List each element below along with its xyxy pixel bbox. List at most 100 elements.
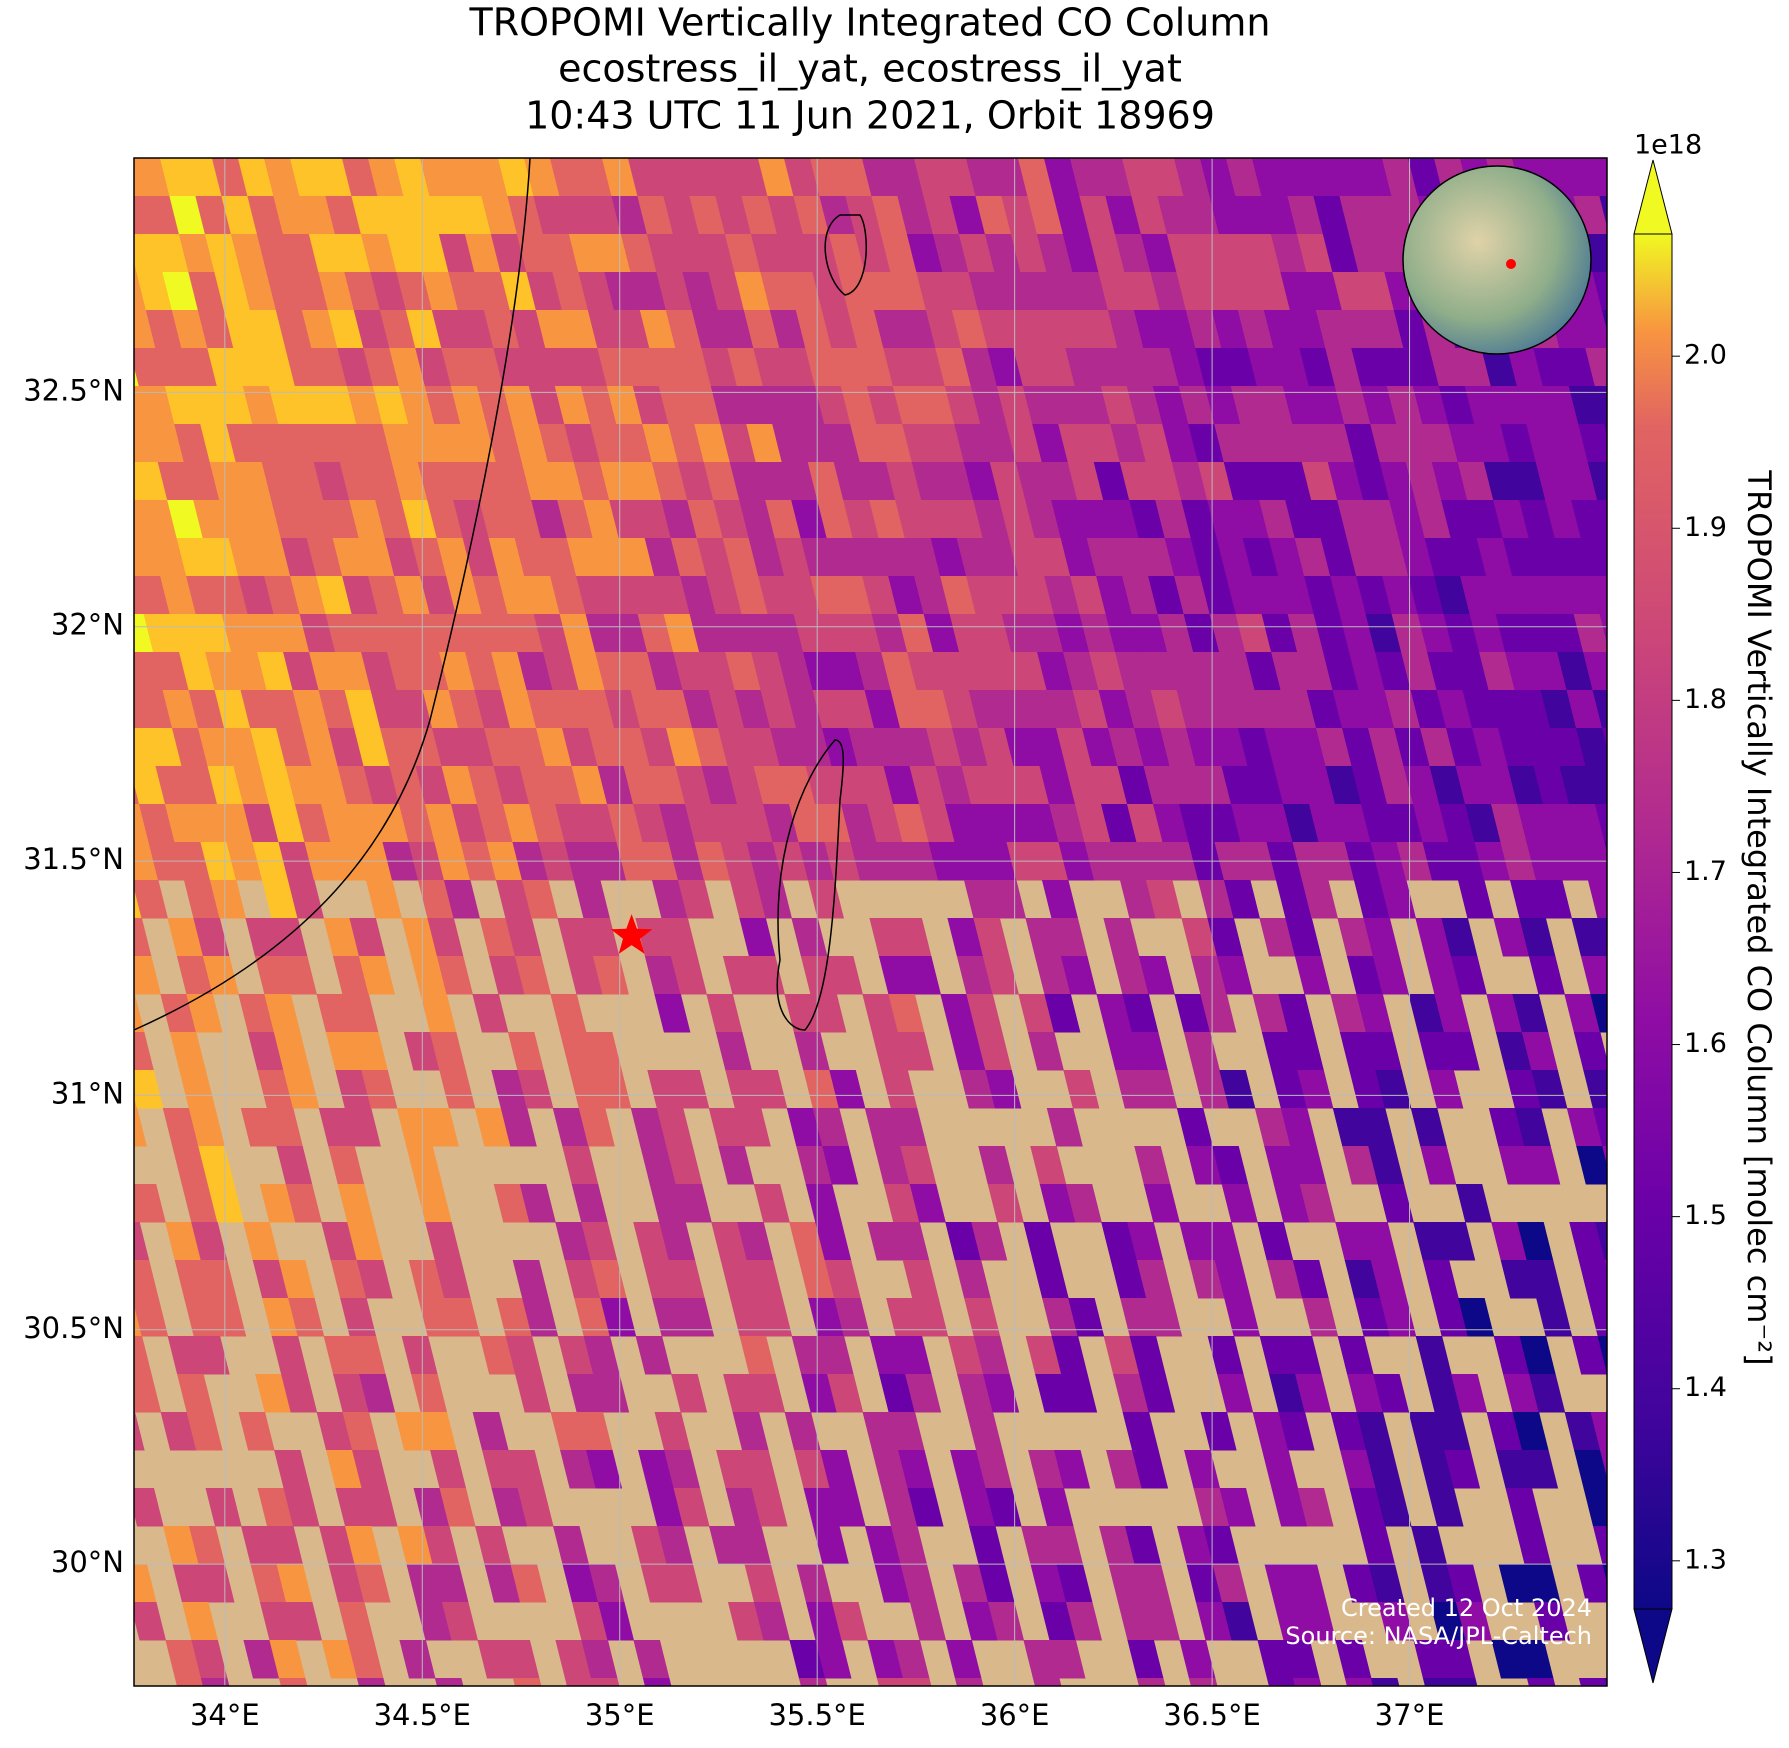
credit: Created 12 Oct 2024 (1341, 1594, 1592, 1622)
pixel (1412, 386, 1449, 425)
pixel (476, 804, 514, 843)
pixel (264, 994, 301, 1033)
pixel (1062, 234, 1099, 273)
pixel (1266, 424, 1303, 463)
pixel (611, 196, 648, 235)
pixel (732, 1412, 769, 1451)
pixel (44, 424, 80, 463)
pixel (1444, 1450, 1481, 1489)
pixel (1301, 462, 1338, 501)
pixel (1131, 196, 1168, 235)
pixel (1595, 1222, 1607, 1261)
pixel (1218, 234, 1255, 273)
pixel (1341, 310, 1378, 349)
pixel (1351, 348, 1388, 387)
pixel (668, 1260, 705, 1299)
pixel (1001, 614, 1038, 653)
pixel (1221, 348, 1258, 387)
pixel (294, 386, 331, 425)
pixel (63, 500, 99, 539)
pixel (835, 158, 872, 197)
pixel (94, 1146, 130, 1185)
pixel (1195, 348, 1232, 387)
pixel (1418, 1450, 1455, 1489)
pixel (1519, 918, 1556, 957)
pixel (1699, 804, 1735, 843)
x-tick-label: 36.5°E (1163, 1698, 1260, 1732)
pixel (321, 1640, 358, 1679)
pixel (1455, 1184, 1492, 1223)
pixel (971, 1222, 1008, 1261)
pixel (406, 728, 443, 767)
pixel (708, 1526, 746, 1565)
pixel (342, 994, 379, 1033)
pixel (755, 880, 793, 919)
pixel (609, 500, 646, 539)
pixel (1415, 1336, 1452, 1375)
pixel (1488, 690, 1525, 729)
pixel (306, 538, 343, 577)
pixel (1498, 1564, 1535, 1603)
pixel (13, 196, 49, 235)
pixel (514, 538, 551, 577)
pixel (134, 310, 156, 349)
pixel (347, 1222, 384, 1261)
pixel (483, 310, 520, 349)
pixel (474, 1108, 511, 1147)
pixel (647, 652, 684, 691)
pixel (795, 310, 832, 349)
pixel (1122, 1412, 1159, 1451)
pixel (68, 310, 104, 349)
pixel (630, 1108, 667, 1147)
pixel (727, 348, 764, 387)
pixel (731, 158, 768, 197)
pixel (231, 652, 268, 691)
pixel (491, 652, 528, 691)
pixel (1287, 196, 1324, 235)
pixel (285, 1184, 322, 1223)
pixel (1270, 234, 1307, 273)
pixel (1687, 1070, 1723, 1109)
pixel (749, 1374, 786, 1413)
pixel (734, 272, 771, 311)
pixel (1167, 652, 1204, 691)
pixel (1313, 196, 1350, 235)
pixel (552, 1108, 589, 1147)
pixel (966, 994, 1003, 1033)
pixel (1294, 538, 1331, 577)
pixel (628, 576, 665, 615)
pixel (316, 994, 353, 1033)
pixel (1587, 462, 1607, 501)
pixel (204, 234, 241, 273)
pixel (1188, 424, 1225, 463)
pixel (311, 766, 348, 805)
pixel (389, 766, 426, 805)
pixel (200, 424, 237, 463)
pixel (429, 614, 466, 653)
pixel (1491, 1640, 1528, 1679)
pixel (1041, 880, 1079, 919)
pixel (250, 1564, 287, 1603)
pixel (538, 424, 575, 463)
pixel (708, 1108, 745, 1147)
pixel (1251, 158, 1288, 197)
pixel (37, 918, 73, 957)
pixel (552, 272, 589, 311)
pixel (1356, 1412, 1393, 1451)
pixel (1237, 310, 1274, 349)
pixel (318, 1108, 355, 1147)
pixel (951, 310, 988, 349)
pixel (1573, 1032, 1607, 1071)
pixel (1030, 1564, 1067, 1603)
pixel (1346, 538, 1383, 577)
pixel (672, 234, 709, 273)
pixel (419, 158, 456, 197)
pixel (1519, 500, 1556, 539)
pixel (28, 462, 64, 501)
pixel (83, 1412, 119, 1451)
colorbar-tick-label: 1.4 (1684, 1372, 1727, 1403)
pixel (784, 576, 821, 615)
pixel (49, 652, 85, 691)
pixel (39, 196, 75, 235)
pixel (1512, 576, 1549, 615)
